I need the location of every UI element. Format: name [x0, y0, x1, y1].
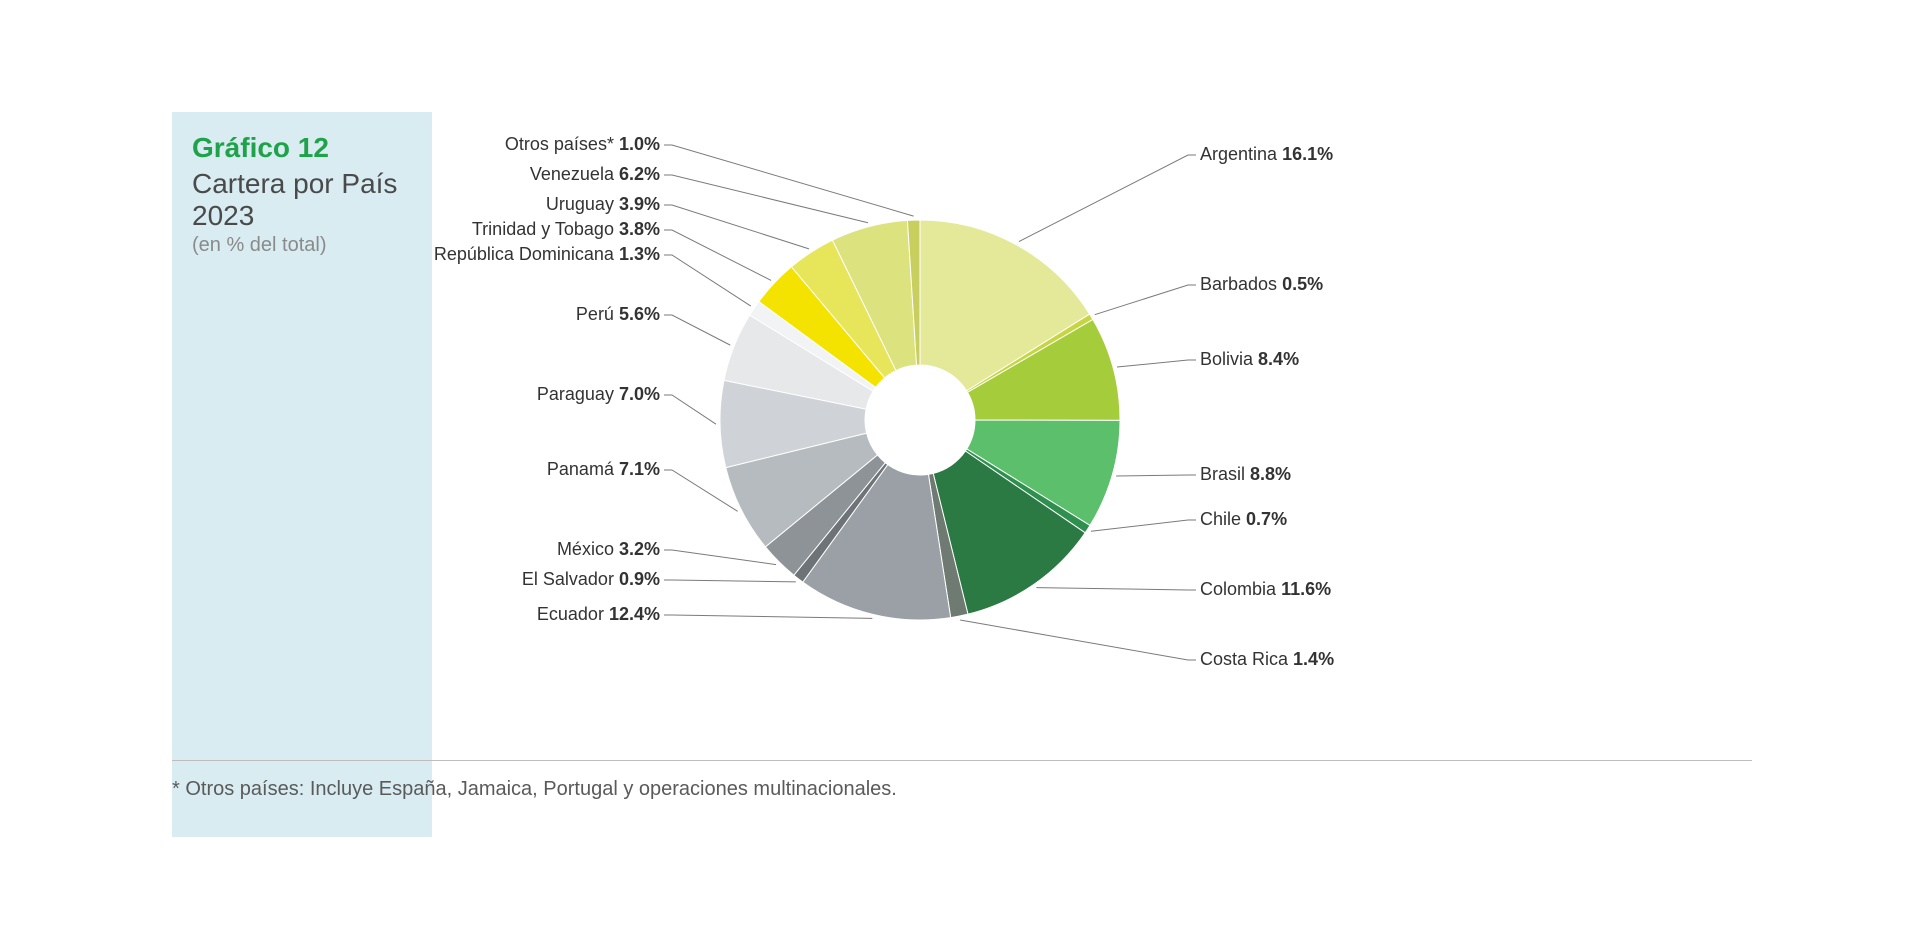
slice-label-value: 7.1%: [619, 459, 660, 479]
divider: [172, 760, 1752, 761]
slice-label-value: 1.3%: [619, 244, 660, 264]
slice-label-name: Panamá: [547, 459, 614, 479]
leader-line: [1117, 360, 1196, 367]
slice-label: El Salvador 0.9%: [522, 569, 660, 590]
slice-label: Trinidad y Tobago 3.8%: [472, 219, 660, 240]
donut-chart: [0, 0, 1920, 949]
slice-label: Panamá 7.1%: [547, 459, 660, 480]
slice-label: Perú 5.6%: [576, 304, 660, 325]
slice-label-value: 1.0%: [619, 134, 660, 154]
slice-label: Barbados 0.5%: [1200, 274, 1323, 295]
slice-label: Argentina 16.1%: [1200, 144, 1333, 165]
leader-line: [664, 470, 738, 511]
slice-label-value: 8.4%: [1258, 349, 1299, 369]
slice-label-value: 7.0%: [619, 384, 660, 404]
slice-label: Costa Rica 1.4%: [1200, 649, 1334, 670]
slice-label-value: 3.9%: [619, 194, 660, 214]
slice-label: Brasil 8.8%: [1200, 464, 1291, 485]
leader-line: [1036, 588, 1196, 590]
slice-label-value: 0.9%: [619, 569, 660, 589]
leader-line: [1095, 285, 1196, 315]
slice-label-value: 6.2%: [619, 164, 660, 184]
slice-label-name: México: [557, 539, 614, 559]
footnote: * Otros países: Incluye España, Jamaica,…: [172, 778, 897, 801]
slice-label-name: Barbados: [1200, 274, 1277, 294]
leader-line: [664, 395, 716, 424]
slice-label-value: 0.7%: [1246, 509, 1287, 529]
slice-label: Otros países* 1.0%: [505, 134, 660, 155]
slice-label: Chile 0.7%: [1200, 509, 1287, 530]
slice-label-name: Paraguay: [537, 384, 614, 404]
slice-label-value: 1.4%: [1293, 649, 1334, 669]
donut-hole: [865, 365, 975, 475]
leader-line: [664, 175, 868, 223]
slice-label: República Dominicana 1.3%: [434, 244, 660, 265]
leader-line: [1019, 155, 1196, 242]
leader-line: [960, 620, 1196, 660]
slice-label-name: Perú: [576, 304, 614, 324]
slice-label-name: Otros países*: [505, 134, 614, 154]
slice-label: Colombia 11.6%: [1200, 579, 1331, 600]
page: Gráfico 12 Cartera por País 2023 (en % d…: [0, 0, 1920, 949]
leader-line: [664, 550, 776, 565]
leader-line: [664, 230, 771, 280]
slice-label-name: Bolivia: [1200, 349, 1253, 369]
leader-line: [664, 580, 796, 582]
slice-label-name: Costa Rica: [1200, 649, 1288, 669]
leader-line: [664, 255, 751, 306]
slice-label-name: Uruguay: [546, 194, 614, 214]
slice-label-value: 11.6%: [1281, 579, 1331, 599]
leader-line: [1091, 520, 1196, 531]
slice-label-value: 3.2%: [619, 539, 660, 559]
slice-label-value: 8.8%: [1250, 464, 1291, 484]
slice-label: Ecuador 12.4%: [537, 604, 660, 625]
leader-line: [664, 205, 809, 249]
slice-label-name: Argentina: [1200, 144, 1277, 164]
slice-label-value: 0.5%: [1282, 274, 1323, 294]
slice-label: Bolivia 8.4%: [1200, 349, 1299, 370]
slice-label-name: Brasil: [1200, 464, 1245, 484]
slice-label-value: 5.6%: [619, 304, 660, 324]
leader-line: [664, 615, 872, 618]
slice-label-name: El Salvador: [522, 569, 614, 589]
slice-label: Uruguay 3.9%: [546, 194, 660, 215]
slice-label: México 3.2%: [557, 539, 660, 560]
slice-label-name: Venezuela: [530, 164, 614, 184]
slice-label-name: Chile: [1200, 509, 1241, 529]
leader-line: [1116, 475, 1196, 476]
slice-label-name: República Dominicana: [434, 244, 614, 264]
leader-line: [664, 145, 914, 216]
leader-line: [664, 315, 730, 345]
slice-label-name: Colombia: [1200, 579, 1276, 599]
slice-label: Venezuela 6.2%: [530, 164, 660, 185]
slice-label-name: Ecuador: [537, 604, 604, 624]
slice-label-name: Trinidad y Tobago: [472, 219, 614, 239]
slice-label-value: 12.4%: [609, 604, 660, 624]
slice-label: Paraguay 7.0%: [537, 384, 660, 405]
slice-label-value: 3.8%: [619, 219, 660, 239]
slice-label-value: 16.1%: [1282, 144, 1333, 164]
